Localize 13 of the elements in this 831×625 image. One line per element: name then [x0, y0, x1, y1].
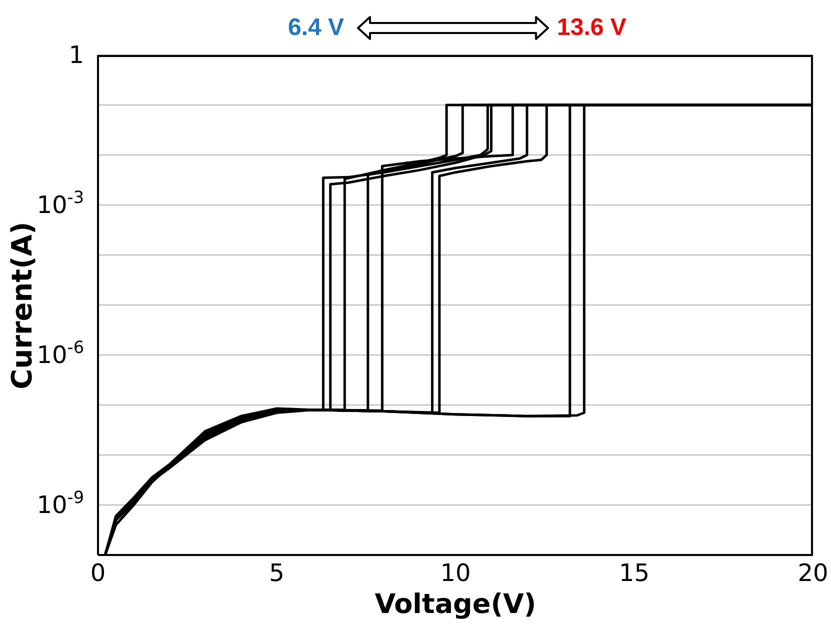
y-tick-label: 10$^{-6}$ — [36, 337, 84, 369]
text: 13.6 V — [557, 14, 626, 42]
x-tick-label: 20 — [796, 559, 830, 587]
y-tick-label: 10$^{-3}$ — [36, 187, 84, 219]
text: 6.4 V — [288, 14, 344, 42]
x-axis-title: Voltage(V) — [374, 589, 538, 621]
x-tick-label: 5 — [268, 559, 286, 587]
y-tick-label: 1 — [68, 41, 84, 69]
x-tick-label: 15 — [618, 559, 651, 587]
y-tick-label: 10$^{-9}$ — [36, 487, 84, 519]
y-axis-title: Current(A) — [6, 221, 39, 389]
x-tick-label: 10 — [439, 559, 472, 587]
x-tick-label: 0 — [89, 559, 107, 587]
